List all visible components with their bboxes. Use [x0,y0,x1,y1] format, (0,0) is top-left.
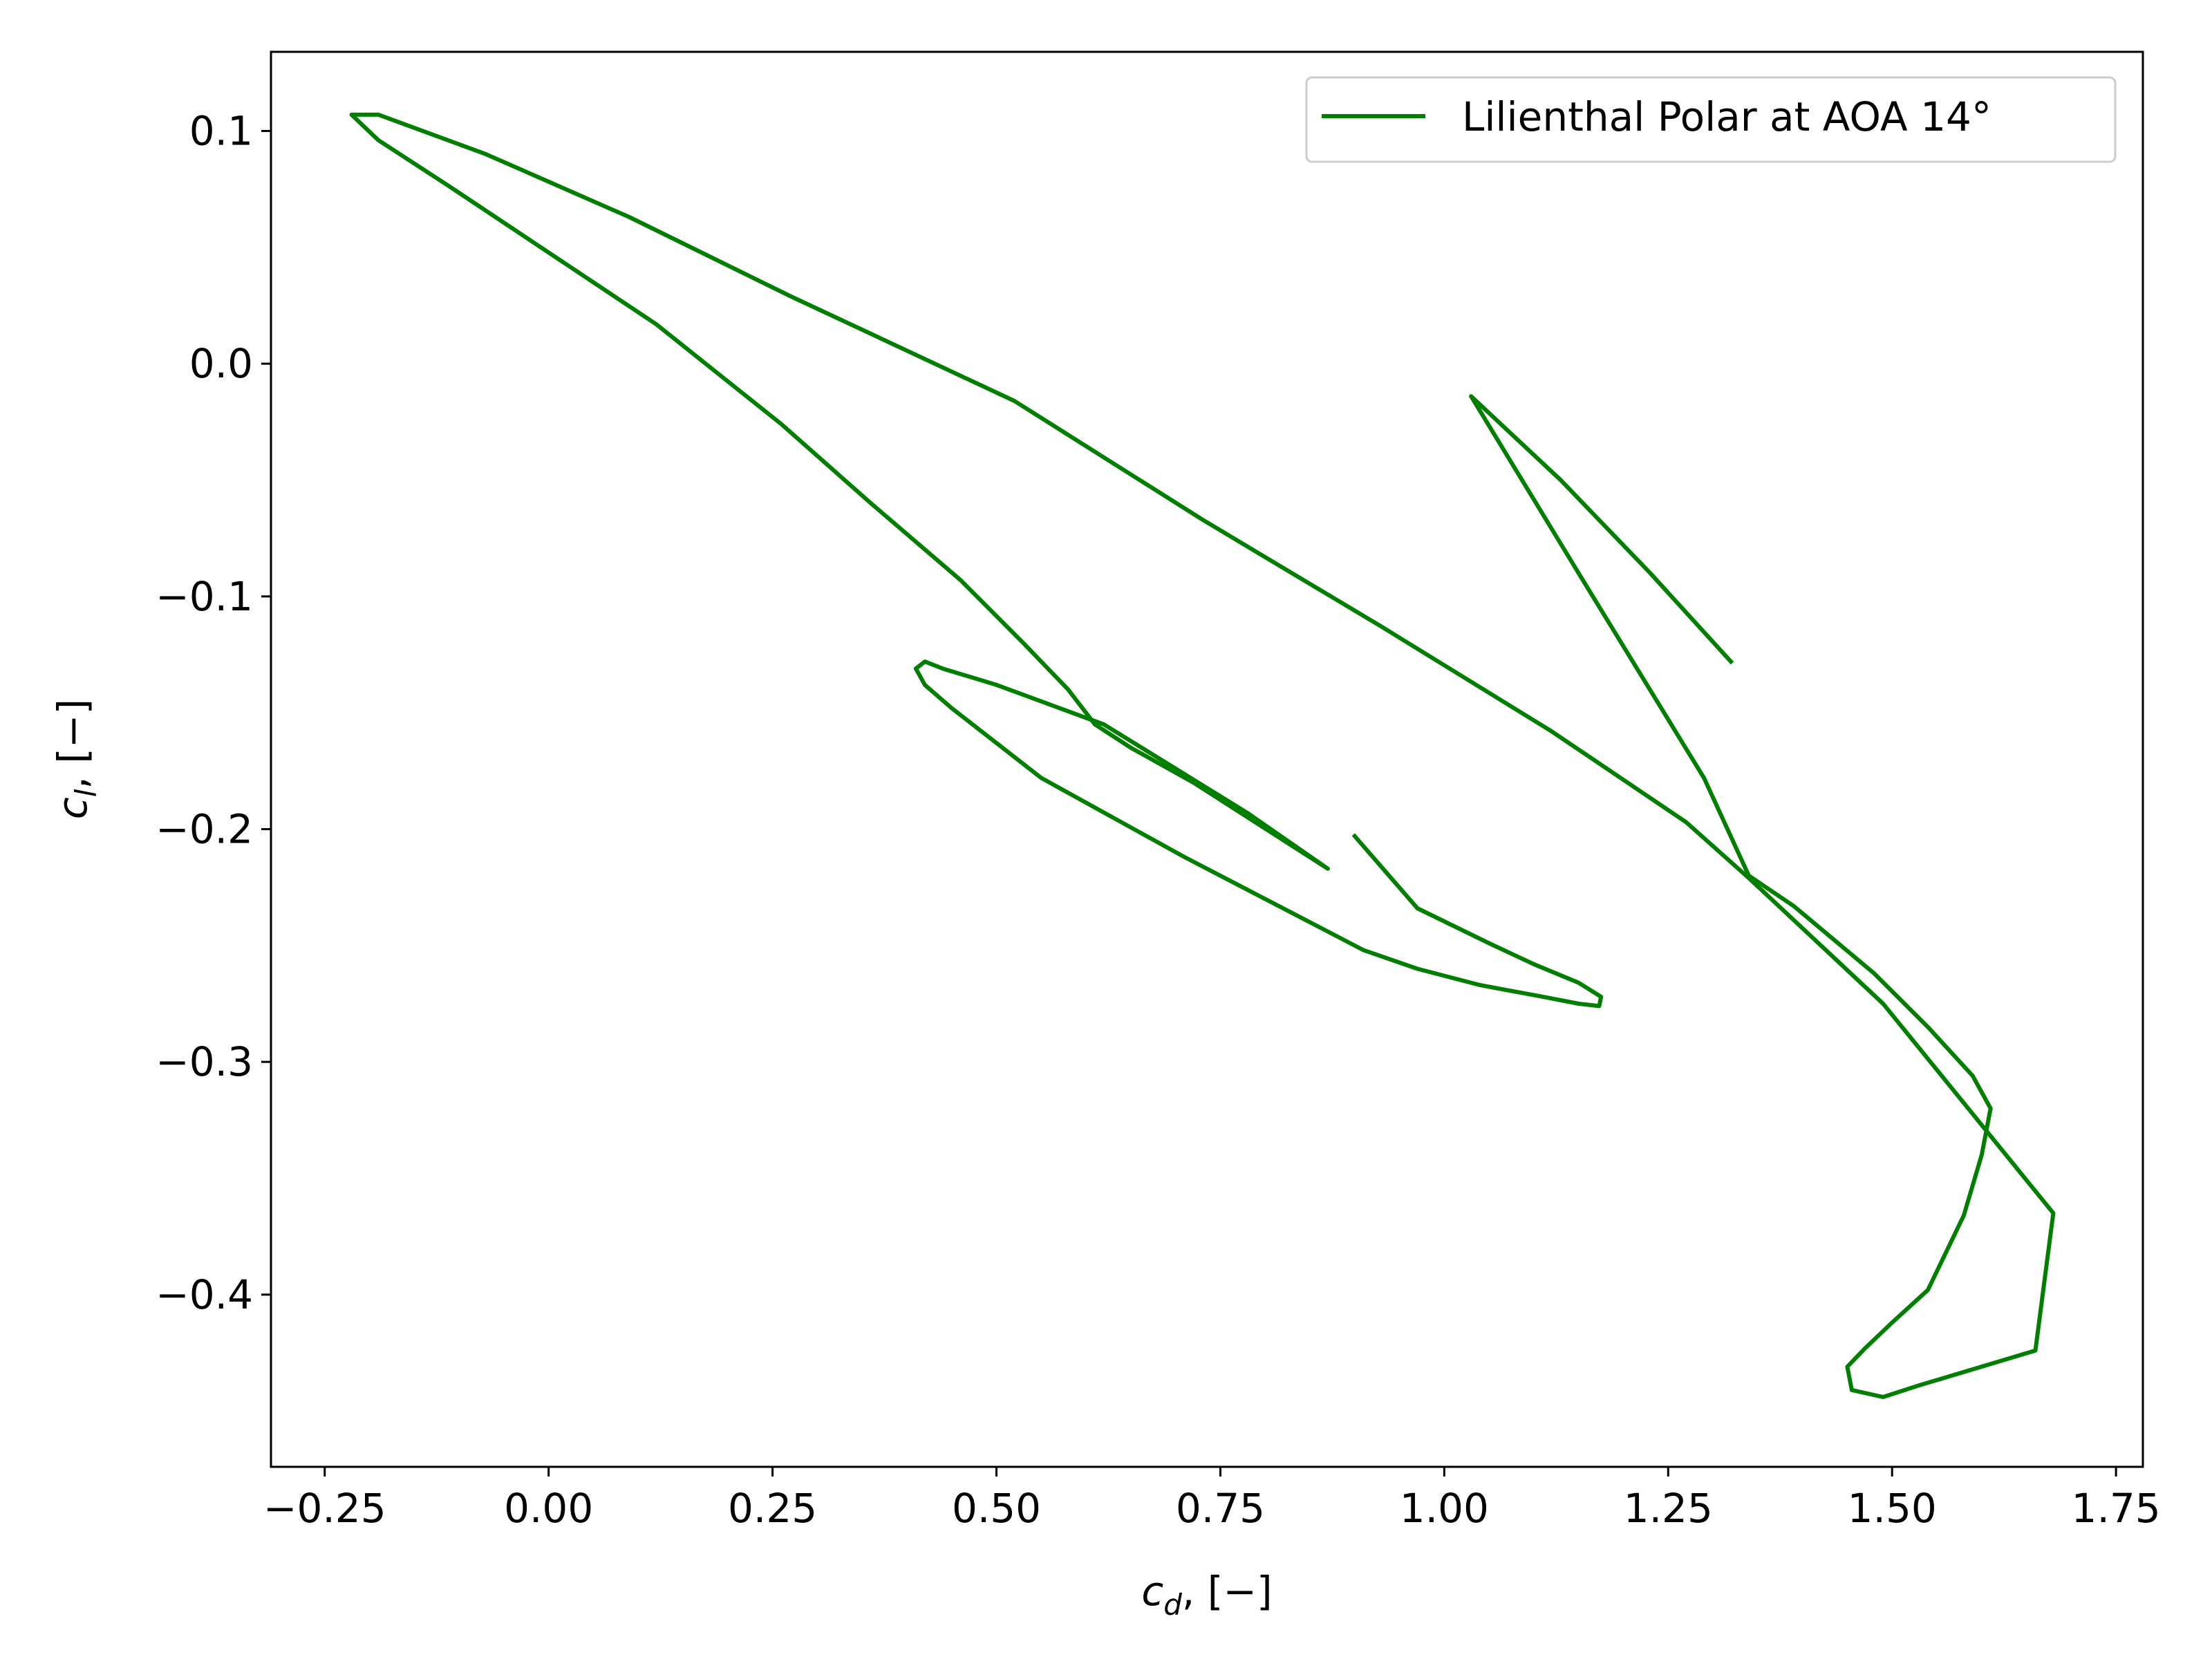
x-tick-label: 1.50 [1848,1485,1937,1532]
y-axis-label-symbol: c [49,797,96,819]
x-tick-label: 0.25 [728,1485,817,1532]
y-axis-label-unit: , [−] [49,699,96,789]
x-axis-label: cd, [−] [1141,1568,1272,1622]
legend: Lilienthal Polar at AOA 14° [1305,76,2117,163]
y-tick-label: −0.4 [156,1271,253,1318]
y-tick-label: −0.3 [156,1038,253,1085]
x-tick-label: 1.75 [2072,1485,2161,1532]
x-axis-ticks: −0.25 0.00 0.25 0.50 0.75 1.00 1.25 1.50 1.75 [263,1467,2161,1532]
y-tick-label: −0.2 [156,806,253,853]
x-axis-label-symbol: c [1141,1568,1163,1615]
y-axis-label: cl, [−] [49,699,103,819]
y-axis-ticks: 0.1 0.0 −0.1 −0.2 −0.3 −0.4 [156,107,271,1318]
x-tick-label: 1.00 [1400,1485,1489,1532]
x-axis-label-unit: , [−] [1182,1568,1273,1615]
y-tick-label: 0.1 [189,107,253,154]
series-line-0 [349,112,2056,1399]
y-tick-label: 0.0 [189,340,253,387]
x-tick-label: −0.25 [263,1485,386,1532]
plot-area [271,52,2143,1467]
x-tick-label: 0.50 [952,1485,1041,1532]
x-tick-label: 0.75 [1176,1485,1265,1532]
x-tick-label: 1.25 [1624,1485,1713,1532]
x-tick-label: 0.00 [504,1485,593,1532]
series-layer [349,112,2056,1399]
y-tick-label: −0.1 [156,573,253,620]
axes-frame [270,50,2144,1468]
y-axis-label-subscript: l [69,789,103,797]
legend-box [1305,76,2117,163]
x-axis-label-subscript: d [1163,1588,1182,1622]
legend-entry-label: Lilienthal Polar at AOA 14° [1462,93,1991,140]
